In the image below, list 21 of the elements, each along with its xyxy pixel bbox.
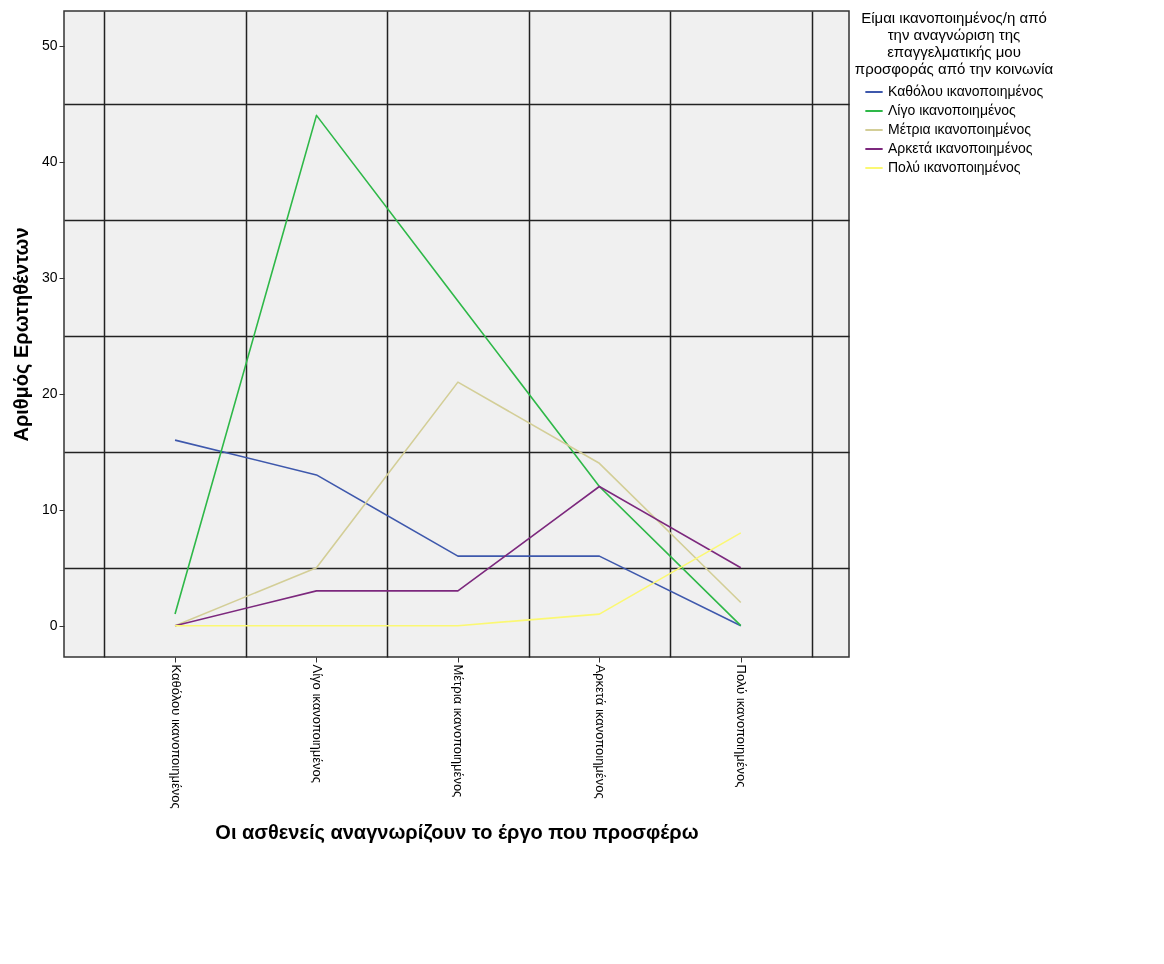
y-tick-label: 20 — [41, 385, 58, 402]
legend-label: Λίγο ικανοποιημένος — [888, 102, 1016, 118]
y-tick-label: 0 — [49, 617, 58, 634]
x-tick-label: Πολύ ικανοποιημένος — [734, 664, 750, 788]
line-series — [174, 485, 742, 627]
x-tick-label: Λίγο ικανοποιημένος — [309, 664, 325, 784]
x-tick-label: Μέτρια ικανοποιημένος — [451, 664, 467, 798]
y-tick-label: 10 — [41, 501, 58, 518]
x-tick-label: Καθόλου ικανοποιημένος — [168, 664, 184, 809]
y-axis-title: Αριθμός Ερωτηθέντων — [9, 227, 32, 442]
y-tick-label: 30 — [41, 269, 58, 286]
line-series — [174, 114, 742, 627]
x-axis-title: Οι ασθενείς αναγνωρίζουν το έργο που προσφέρω — [215, 820, 699, 843]
legend-label: Μέτρια ικανοποιημένος — [888, 121, 1032, 137]
y-tick-label: 50 — [41, 37, 58, 54]
legend-title: Είμαι ικανοποιημένος/η από την αναγνώριση της επαγγελματικής μου προσφοράς από την κοινωνία — [854, 9, 1054, 77]
y-tick-label: 40 — [41, 153, 58, 170]
x-tick-label: Αρκετά ικανοποιημένος — [592, 664, 608, 799]
legend-label: Πολύ ικανοποιημένος — [888, 159, 1021, 175]
legend-label: Αρκετά ικανοποιημένος — [888, 140, 1033, 156]
legend-label: Καθόλου ικανοποιημένος — [888, 83, 1044, 99]
